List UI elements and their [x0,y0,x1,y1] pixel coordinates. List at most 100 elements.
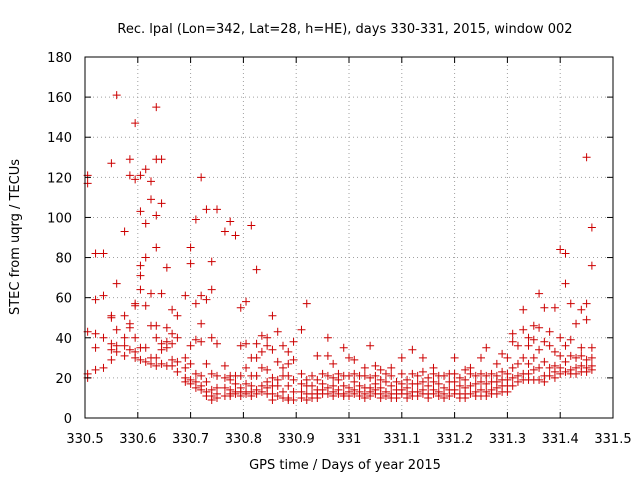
data-point [257,387,266,396]
data-point [191,299,200,308]
data-point [345,391,353,400]
data-point [582,367,591,376]
data-point [289,355,298,364]
x-tick-label: 331.5 [594,432,631,447]
data-point [226,391,235,400]
data-point [162,343,171,352]
data-point [313,375,322,384]
x-tick-label: 330.6 [119,432,156,447]
data-point [503,387,512,396]
data-point [263,333,272,342]
data-point [508,381,517,390]
data-point [242,379,251,388]
data-point [550,373,559,382]
data-point [141,219,150,228]
data-point [540,357,549,366]
data-point [220,383,229,392]
data-point [202,377,211,386]
y-tick-label: 120 [47,171,72,186]
data-point [482,343,491,352]
data-point [308,381,317,390]
data-point [297,325,306,334]
data-point [197,371,206,380]
data-point [125,323,134,332]
data-point [273,391,282,400]
data-point [131,333,140,342]
data-point [381,369,390,378]
axis-ticks: 330.5 330.6 330.7 330.8 330.9 331 331.1 331.2 33… [47,51,631,447]
data-point [339,381,348,390]
data-point [268,395,277,404]
data-point [519,325,528,334]
data-point [556,351,565,360]
data-point [482,371,491,380]
data-point [466,381,475,390]
data-point [313,393,322,402]
data-point [147,177,155,186]
data-point [487,369,496,378]
data-point [461,375,470,384]
data-point [141,301,150,310]
data-point [529,353,538,362]
data-point [191,369,200,378]
chart-title: Rec. lpal (Lon=342, Lat=28, h=HE), days … [117,22,572,37]
data-point [207,369,216,378]
data-point [572,369,581,378]
data-point [323,371,332,380]
data-point [181,291,190,300]
data-point [152,353,161,362]
data-point [186,243,195,252]
data-point [323,351,332,360]
data-point [339,343,348,352]
data-point [556,245,565,254]
data-point [413,391,422,400]
data-point [141,357,150,366]
data-point [131,175,140,184]
data-point [284,371,293,380]
data-point [173,367,182,376]
data-point [318,369,327,378]
data-point [418,377,427,386]
data-point [242,363,251,372]
y-tick-label: 160 [47,91,72,106]
data-point [535,375,544,384]
data-point [508,337,517,346]
data-point [587,365,596,374]
data-point [91,295,100,304]
data-point [147,195,155,204]
data-point [91,343,100,352]
data-point [524,359,533,368]
y-tick-label: 60 [55,292,72,307]
data-point [99,249,108,258]
data-point [242,389,251,398]
data-point [577,305,586,314]
data-point [242,297,251,306]
data-point [450,353,459,362]
data-point [366,341,375,350]
x-tick-label: 330.9 [278,432,315,447]
data-point [482,379,491,388]
y-axis-label: STEC from uqrg / TECUs [8,159,23,315]
data-point [112,91,121,100]
data-point [540,303,549,312]
data-point [582,153,591,162]
data-point [424,373,433,382]
data-point [120,227,129,236]
data-point [376,393,385,402]
data-point [302,299,311,308]
data-point [107,313,116,322]
data-point [387,363,396,372]
data-point [540,377,549,386]
data-point [587,261,596,270]
data-point [524,341,533,350]
data-point [120,341,129,350]
data-point [236,371,245,380]
data-point [350,355,359,364]
y-tick-label: 20 [55,372,72,387]
data-point [566,299,575,308]
data-point [197,385,206,394]
data-point [157,199,166,208]
data-point [120,351,129,360]
data-point [181,363,190,372]
x-tick-label: 331 [337,432,362,447]
